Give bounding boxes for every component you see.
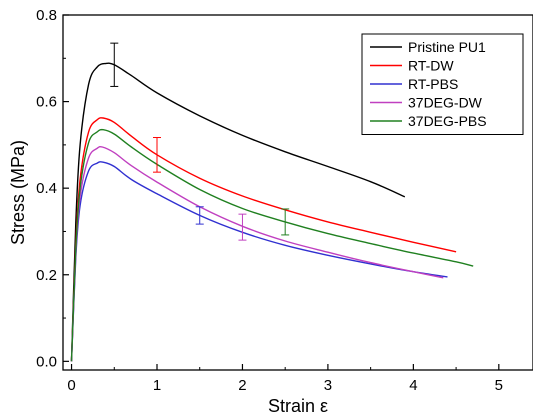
x-tick-label: 1 [153, 377, 161, 394]
y-tick-label: 0.0 [36, 353, 57, 370]
x-tick-label: 5 [495, 377, 503, 394]
y-tick-label: 0.4 [36, 180, 57, 197]
errorbar-layer [110, 42, 290, 241]
tick-layer: 0 1 2 3 4 5 0.0 0.2 0.4 0.6 0.8 [36, 7, 503, 394]
legend-label: 37DEG-DW [408, 95, 483, 111]
series-line-0 [70, 62, 406, 362]
series-layer [70, 62, 474, 362]
y-tick-label: 0.6 [36, 94, 57, 111]
y-tick-label: 0.8 [36, 7, 57, 24]
x-tick-label: 2 [238, 377, 246, 394]
plot-frame [62, 14, 533, 371]
legend-label: 37DEG-PBS [408, 113, 487, 129]
x-tick-label: 3 [324, 377, 332, 394]
legend-label: RT-DW [408, 58, 454, 74]
y-axis-title: Stress (MPa) [8, 140, 28, 245]
series-line-1 [70, 117, 457, 362]
legend-label: Pristine PU1 [408, 39, 486, 55]
legend-label: RT-PBS [408, 76, 458, 92]
x-tick-label: 4 [409, 377, 417, 394]
series-line-3 [70, 145, 444, 362]
legend: Pristine PU1 RT-DW RT-PBS 37DEG-DW 37DEG-PBS [361, 33, 524, 135]
series-line-4 [70, 128, 474, 362]
x-axis-title: Strain ε [268, 396, 328, 416]
y-tick-label: 0.2 [36, 267, 57, 284]
series-line-2 [70, 161, 448, 362]
x-tick-label: 0 [67, 377, 75, 394]
